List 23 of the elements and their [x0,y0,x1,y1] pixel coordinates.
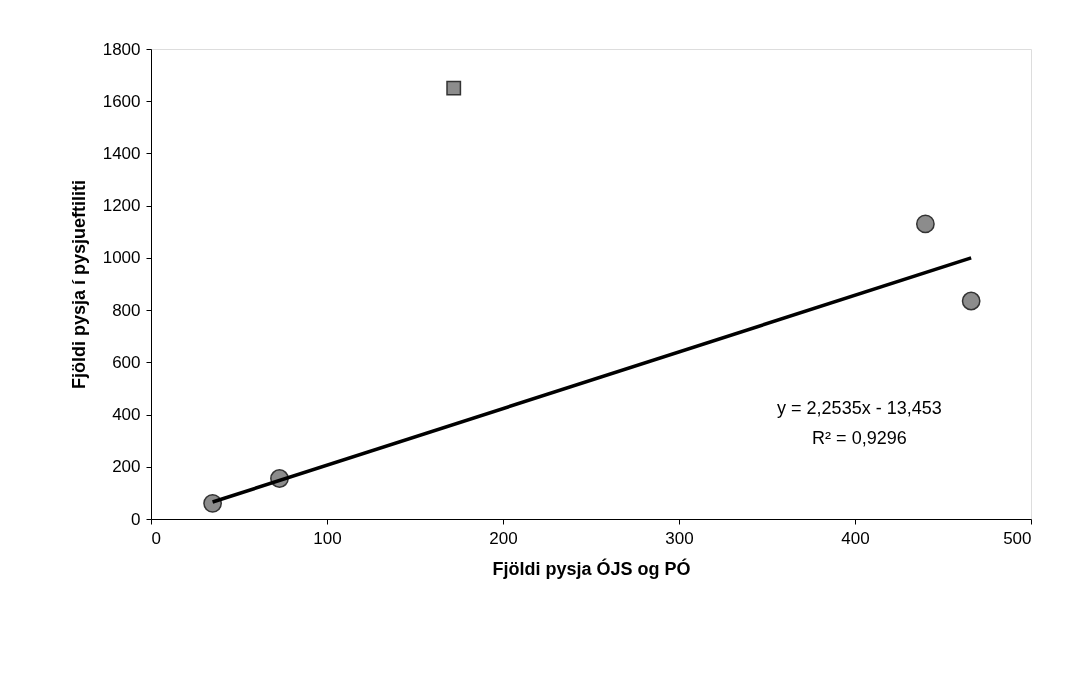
y-axis-title: Fjöldi pysja í pysjueftiliti [68,179,89,390]
x-tick-label: 200 [489,528,518,548]
annotation: R² = 0,9296 [812,427,907,448]
x-tick-label: 500 [1003,528,1032,548]
y-tick-label: 1400 [102,143,141,163]
y-tick-label: 800 [112,300,141,320]
y-tick-label: 0 [131,509,141,529]
y-tick-label: 1200 [102,196,141,216]
point [446,80,462,96]
x-tick-label: 100 [313,528,342,548]
y-tick-label: 1600 [102,91,141,111]
annotation: y = 2,2535x - 13,453 [777,397,942,418]
y-tick-label: 1000 [102,248,141,268]
point [961,291,981,311]
x-tick-label: 300 [665,528,694,548]
y-tick-label: 600 [112,352,141,372]
x-tick-label: 0 [151,528,161,548]
point [915,214,935,234]
y-tick-label: 400 [112,405,141,425]
x-axis-title: Fjöldi pysja ÓJS og PÓ [492,557,691,579]
y-tick-label: 1800 [102,39,141,59]
x-tick-label: 400 [841,528,870,548]
y-tick-label: 200 [112,457,141,477]
